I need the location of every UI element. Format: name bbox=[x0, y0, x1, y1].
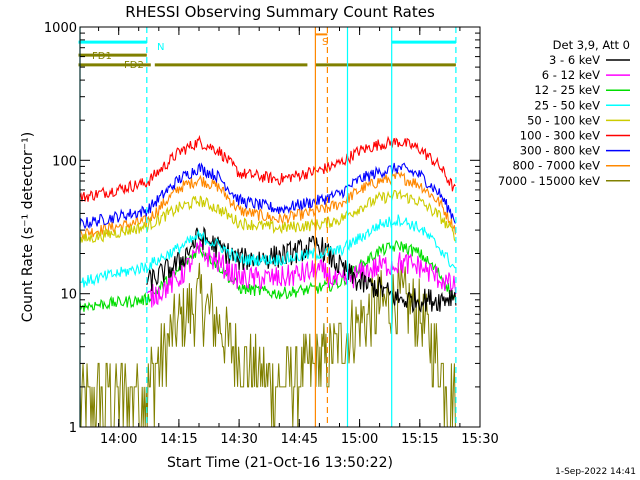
series-line-7000-15000keV bbox=[79, 262, 456, 428]
legend-label: 12 - 25 keV bbox=[534, 83, 600, 97]
y-tick-label: 1 bbox=[69, 421, 77, 436]
series-line-12-25keV bbox=[79, 239, 456, 312]
x-axis-label: Start Time (21-Oct-16 13:50:22) bbox=[167, 455, 393, 471]
plot-area bbox=[79, 134, 457, 428]
chart-title: RHESSI Observing Summary Count Rates bbox=[125, 3, 435, 21]
legend-label: 25 - 50 keV bbox=[534, 98, 600, 112]
flag-label-n: N bbox=[157, 42, 164, 53]
footer-date: 1-Sep-2022 14:41 bbox=[555, 467, 636, 477]
flag-bars: N FD1 FD2 S bbox=[78, 33, 456, 71]
y-tick-label: 100 bbox=[52, 154, 77, 169]
y-axis-label: Count Rate (s⁻¹ detector⁻¹) bbox=[20, 132, 36, 322]
legend-label: 800 - 7000 keV bbox=[512, 159, 600, 173]
vertical-markers bbox=[79, 27, 457, 427]
legend-label: 300 - 800 keV bbox=[520, 144, 600, 158]
x-tick-label: 15:15 bbox=[401, 432, 438, 447]
y-tick-label: 1000 bbox=[44, 21, 77, 36]
legend-label: 6 - 12 keV bbox=[542, 68, 600, 82]
x-tick-label: 14:00 bbox=[100, 432, 137, 447]
series-line-100-300keV bbox=[79, 134, 456, 202]
legend-label: 50 - 100 keV bbox=[527, 113, 600, 127]
series-line-6-12keV bbox=[146, 240, 457, 308]
series-line-25-50keV bbox=[79, 214, 456, 288]
legend-title: Det 3,9, Att 0 bbox=[553, 38, 630, 52]
series-line-3-6keV bbox=[146, 226, 457, 314]
x-tick-label: 14:15 bbox=[160, 432, 197, 447]
y-tick-label: 10 bbox=[60, 288, 77, 303]
x-tick-label: 14:45 bbox=[281, 432, 318, 447]
legend-label: 7000 - 15000 keV bbox=[498, 174, 600, 188]
series-line-300-800keV bbox=[79, 162, 456, 230]
axes: 14:00 14:15 14:30 14:45 15:00 15:15 15:30 1 10 10… bbox=[44, 21, 499, 447]
series-line-50-100keV bbox=[79, 188, 456, 245]
x-tick-label: 15:00 bbox=[341, 432, 378, 447]
x-tick-label: 14:30 bbox=[220, 432, 257, 447]
legend-label: 100 - 300 keV bbox=[520, 129, 600, 143]
legend-label: 3 - 6 keV bbox=[549, 53, 600, 67]
flag-label-fd2: FD2 bbox=[124, 60, 144, 71]
x-tick-label: 15:30 bbox=[461, 432, 498, 447]
series-line-800-7000keV bbox=[79, 171, 456, 241]
plot-frame bbox=[79, 26, 481, 428]
flag-label-fd1: FD1 bbox=[92, 51, 112, 62]
flag-label-s: S bbox=[322, 37, 328, 48]
